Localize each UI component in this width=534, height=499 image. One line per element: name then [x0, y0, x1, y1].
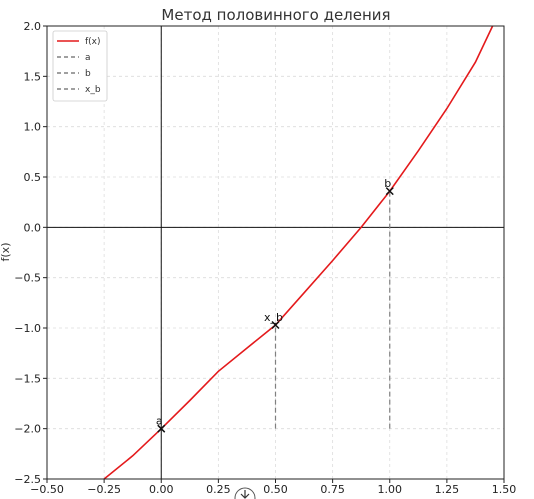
- ticks: −0.50 −0.25 0.00 0.25 0.50 0.75 1.00 1.25 1.50 −2…: [14, 20, 516, 496]
- x-tick-label: 0.25: [206, 483, 231, 496]
- x-tick-label: 1.50: [492, 483, 517, 496]
- y-tick-label: 1.5: [24, 70, 42, 83]
- download-icon[interactable]: [234, 487, 256, 499]
- legend-label: a: [85, 53, 91, 63]
- x-tick-label: 0.50: [263, 483, 288, 496]
- y-axis-label: f(x): [0, 243, 12, 262]
- x-tick-label: 0.00: [149, 483, 174, 496]
- legend-box: [52, 30, 108, 102]
- y-tick-label: −1.5: [14, 372, 41, 385]
- x-tick-label: 1.25: [435, 483, 460, 496]
- point-marker: [385, 187, 394, 196]
- y-tick-label: 2.0: [24, 20, 42, 33]
- point-label: b: [384, 177, 391, 190]
- chart-title: Метод половинного деления: [161, 6, 390, 24]
- legend: f(x) ab x_b: [52, 30, 108, 102]
- point-label: a: [156, 415, 163, 428]
- legend-label: x_b: [85, 85, 101, 95]
- vertical-guides: [274, 191, 391, 429]
- point-label: x_b: [264, 311, 283, 324]
- legend-label: b: [85, 69, 91, 79]
- x-tick-label: 1.00: [378, 483, 403, 496]
- x-tick-label: −0.50: [30, 483, 64, 496]
- x-tick-label: −0.25: [87, 483, 121, 496]
- legend-label: f(x): [85, 37, 101, 47]
- y-tick-label: 0.0: [24, 221, 42, 234]
- y-tick-label: −2.5: [14, 473, 41, 486]
- series-line-fx: [103, 25, 494, 480]
- y-tick-label: −1.0: [14, 322, 41, 335]
- zero-axes: [47, 26, 504, 479]
- y-tick-label: 1.0: [24, 121, 42, 134]
- x-tick-label: 0.75: [320, 483, 345, 496]
- y-tick-label: 0.5: [24, 171, 42, 184]
- point-marker: [157, 424, 166, 433]
- point-marker: [271, 320, 280, 330]
- y-tick-label: −2.0: [14, 423, 41, 436]
- y-tick-label: −0.5: [14, 272, 41, 285]
- plot-frame: [46, 25, 505, 480]
- curve-layer: [103, 25, 494, 480]
- marked-points: a x_b b: [156, 177, 394, 433]
